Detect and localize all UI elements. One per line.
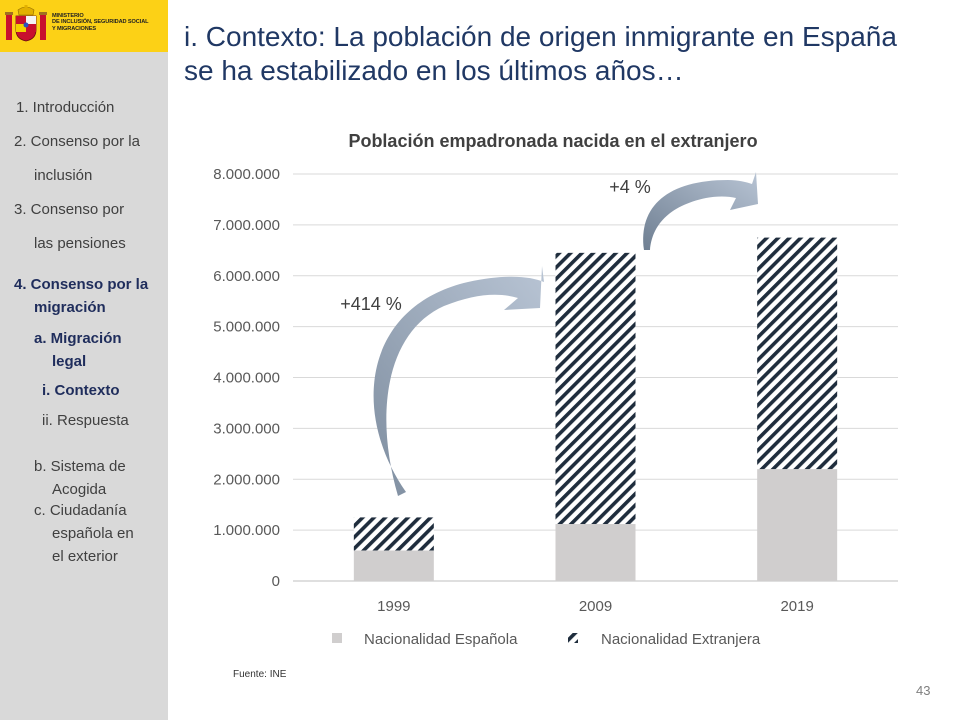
y-tick-label: 8.000.000 bbox=[213, 166, 280, 183]
sidebar-item-contexto[interactable]: i. Contexto bbox=[42, 382, 120, 399]
y-tick-label: 7.000.000 bbox=[213, 217, 280, 234]
sidebar-item-sistema-acogida-cont[interactable]: Acogida bbox=[52, 481, 107, 498]
bar-extranjera-2019 bbox=[757, 237, 838, 470]
y-tick-label: 1.000.000 bbox=[213, 522, 280, 539]
sidebar-item-migracion-legal[interactable]: a. Migración bbox=[34, 330, 122, 347]
page-title: i. Contexto: La población de origen inmi… bbox=[184, 20, 944, 88]
ministry-logo: MINISTERIO DE INCLUSIÓN, SEGURIDAD SOCIA… bbox=[0, 0, 168, 52]
y-tick-label: 4.000.000 bbox=[213, 370, 280, 387]
legend-label-espanola: Nacionalidad Española bbox=[364, 631, 518, 648]
sidebar-item-migracion-cont[interactable]: migración bbox=[34, 299, 106, 316]
coat-of-arms-icon bbox=[5, 5, 47, 42]
population-chart: Población empadronada nacida en el extra… bbox=[213, 131, 898, 648]
bar-espanola-2009 bbox=[555, 524, 636, 581]
page-title-line-2: se ha estabilizado en los últimos años… bbox=[184, 55, 684, 86]
sidebar: MINISTERIO DE INCLUSIÓN, SEGURIDAD SOCIA… bbox=[0, 0, 168, 720]
sidebar-item-ciudadania-cont1[interactable]: española en bbox=[52, 525, 134, 542]
bar-espanola-2019 bbox=[757, 469, 838, 581]
sidebar-item-pensiones[interactable]: 3. Consenso por bbox=[14, 201, 125, 218]
sidebar-item-ciudadania-cont2[interactable]: el exterior bbox=[52, 548, 118, 565]
chart-title: Población empadronada nacida en el extra… bbox=[348, 131, 757, 151]
bar-extranjera-1999 bbox=[353, 517, 434, 551]
page-title-line-1: i. Contexto: La población de origen inmi… bbox=[184, 21, 897, 52]
legend-label-extranjera: Nacionalidad Extranjera bbox=[601, 631, 761, 648]
sidebar-item-migracion-legal-cont[interactable]: legal bbox=[52, 353, 87, 370]
growth-label-2009-2019: +4 % bbox=[609, 177, 651, 197]
sidebar-item-respuesta[interactable]: ii. Respuesta bbox=[42, 412, 129, 429]
sidebar-item-ciudadania[interactable]: c. Ciudadanía bbox=[34, 502, 127, 519]
chart-bars bbox=[353, 237, 838, 581]
chart-axis-labels: 0 1.000.000 2.000.000 3.000.000 4.000.000 5.0… bbox=[213, 166, 814, 615]
y-tick-label: 2.000.000 bbox=[213, 471, 280, 488]
sidebar-item-inclusion[interactable]: 2. Consenso por la bbox=[14, 133, 140, 150]
y-tick-label: 5.000.000 bbox=[213, 319, 280, 336]
legend-swatch-espanola bbox=[332, 633, 342, 643]
legend-swatch-extranjera bbox=[568, 633, 578, 643]
y-tick-label: 6.000.000 bbox=[213, 268, 280, 285]
growth-label-1999-2009: +414 % bbox=[340, 294, 402, 314]
sidebar-item-introduccion[interactable]: 1. Introducción bbox=[16, 99, 115, 116]
growth-arrow-2009-2019 bbox=[643, 172, 758, 250]
source-note: Fuente: INE bbox=[233, 669, 287, 680]
growth-arrow-1999-2009 bbox=[373, 266, 544, 496]
chart-legend: Nacionalidad Española Nacionalidad Extra… bbox=[332, 631, 761, 648]
page-number: 43 bbox=[916, 683, 931, 698]
ministry-name: MINISTERIO DE INCLUSIÓN, SEGURIDAD SOCIA… bbox=[52, 13, 149, 32]
y-tick-label: 0 bbox=[272, 573, 280, 590]
sidebar-item-pensiones-cont[interactable]: las pensiones bbox=[34, 235, 126, 252]
x-tick-label: 2019 bbox=[780, 598, 813, 615]
x-tick-label: 2009 bbox=[579, 598, 612, 615]
x-tick-label: 1999 bbox=[377, 598, 410, 615]
y-tick-label: 3.000.000 bbox=[213, 420, 280, 437]
bar-extranjera-2009 bbox=[555, 252, 636, 525]
sidebar-item-migracion[interactable]: 4. Consenso por la bbox=[14, 276, 149, 293]
sidebar-item-inclusion-cont[interactable]: inclusión bbox=[34, 167, 93, 184]
sidebar-item-sistema-acogida[interactable]: b. Sistema de bbox=[34, 458, 126, 475]
bar-espanola-1999 bbox=[353, 550, 434, 581]
